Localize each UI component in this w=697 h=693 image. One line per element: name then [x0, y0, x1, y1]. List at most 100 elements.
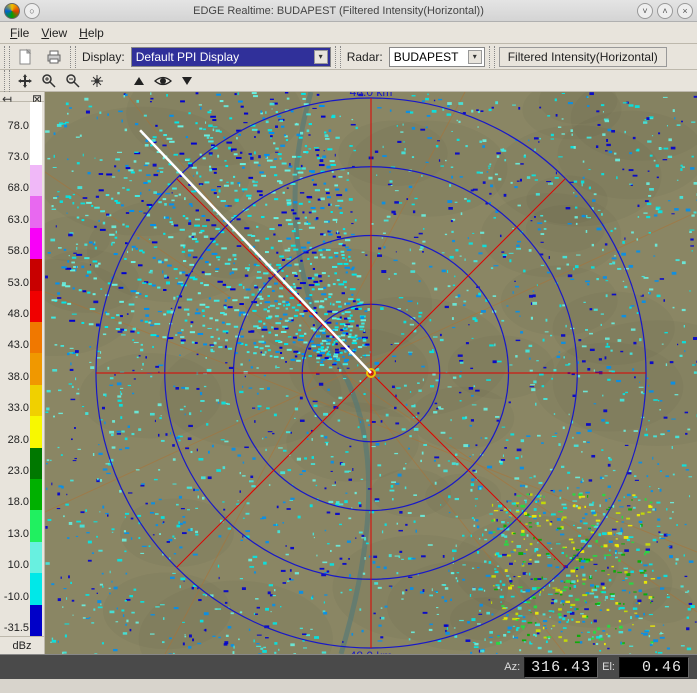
elevation-label: El:: [602, 661, 615, 673]
legend-row: 78.0: [0, 102, 44, 133]
elevation-value: 0.46: [619, 657, 689, 678]
azimuth-label: Az:: [504, 661, 520, 673]
legend-collapse-icon[interactable]: ↤: [2, 92, 12, 101]
radar-dropdown[interactable]: BUDAPEST ▾: [389, 47, 485, 67]
legend-value: 28.0: [0, 434, 30, 448]
app-icon: [4, 3, 20, 19]
legend-row: 18.0: [0, 479, 44, 510]
legend-value: 63.0: [0, 214, 30, 228]
legend-value: 78.0: [0, 120, 30, 134]
legend-close-icon[interactable]: ⊠: [32, 92, 42, 101]
legend-row: 28.0: [0, 416, 44, 447]
legend-row: 33.0: [0, 385, 44, 416]
maximize-button[interactable]: ˄: [657, 3, 673, 19]
legend-value: 18.0: [0, 496, 30, 510]
legend-value: 48.0: [0, 308, 30, 322]
legend-row: -31.5: [0, 605, 44, 636]
toolbar-sep-3: [489, 46, 495, 68]
legend-row: 10.0: [0, 542, 44, 573]
up-triangle-icon[interactable]: [130, 72, 148, 90]
legend-value: 53.0: [0, 277, 30, 291]
svg-text:48.0 km: 48.0 km: [350, 92, 393, 99]
chevron-down-icon: ▾: [468, 50, 482, 64]
legend-swatch: [30, 542, 42, 573]
legend-swatch: [30, 291, 42, 322]
radar-display[interactable]: 48.0 km 48.0 km: [45, 92, 697, 654]
legend-swatch: [30, 448, 42, 479]
legend-swatch: [30, 353, 42, 384]
legend-swatch: [30, 196, 42, 227]
menu-file[interactable]: File: [4, 24, 35, 42]
status-bar: Az: 316.43 El: 0.46: [0, 654, 697, 679]
legend-row: 73.0: [0, 134, 44, 165]
legend-swatch: [30, 165, 42, 196]
legend-row: -10.0: [0, 573, 44, 604]
legend-swatch: [30, 605, 42, 636]
eye-icon[interactable]: [154, 72, 172, 90]
filter-button-label: Filtered Intensity(Horizontal): [508, 50, 658, 64]
legend-swatch: [30, 134, 42, 165]
legend-swatch: [30, 385, 42, 416]
legend-value: -10.0: [0, 591, 30, 605]
display-value: Default PPI Display: [136, 50, 239, 64]
legend-value: 43.0: [0, 339, 30, 353]
toolbar-sep-2: [335, 46, 341, 68]
legend-swatch: [30, 573, 42, 604]
legend-swatch: [30, 510, 42, 541]
legend-value: -31.5: [0, 622, 30, 636]
legend-row: 13.0: [0, 510, 44, 541]
azimuth-value: 316.43: [524, 657, 598, 678]
radar-value: BUDAPEST: [394, 50, 459, 64]
legend-row: 68.0: [0, 165, 44, 196]
zoom-in-icon[interactable]: [40, 72, 58, 90]
legend-swatch: [30, 228, 42, 259]
legend-swatch: [30, 102, 42, 133]
legend-row: 38.0: [0, 353, 44, 384]
display-label: Display:: [80, 50, 127, 64]
new-doc-icon[interactable]: [14, 46, 38, 68]
toolbar-view: [0, 70, 697, 92]
radar-label: Radar:: [345, 50, 385, 64]
zoom-out-icon[interactable]: [64, 72, 82, 90]
legend-row: 23.0: [0, 448, 44, 479]
toolbar-main: Display: Default PPI Display ▾ Radar: BU…: [0, 44, 697, 70]
menu-bar: File View Help: [0, 22, 697, 44]
toolbar-grip: [4, 46, 10, 68]
legend-swatch: [30, 322, 42, 353]
legend-row: 53.0: [0, 259, 44, 290]
legend-row: 43.0: [0, 322, 44, 353]
legend-value: 33.0: [0, 402, 30, 416]
window-titlebar: ○ EDGE Realtime: BUDAPEST (Filtered Inte…: [0, 0, 697, 22]
legend-value: 68.0: [0, 182, 30, 196]
display-dropdown[interactable]: Default PPI Display ▾: [131, 47, 331, 67]
legend-value: 13.0: [0, 528, 30, 542]
legend-swatch: [30, 416, 42, 447]
pan-icon[interactable]: [16, 72, 34, 90]
legend-value: 73.0: [0, 151, 30, 165]
legend-row: 48.0: [0, 291, 44, 322]
minimize-button[interactable]: ˅: [637, 3, 653, 19]
toolbar-sep-1: [70, 46, 76, 68]
filter-button[interactable]: Filtered Intensity(Horizontal): [499, 47, 667, 67]
legend-value: 23.0: [0, 465, 30, 479]
menu-view[interactable]: View: [35, 24, 73, 42]
window-title: EDGE Realtime: BUDAPEST (Filtered Intens…: [40, 5, 637, 17]
legend-row: 58.0: [0, 228, 44, 259]
legend-value: 38.0: [0, 371, 30, 385]
legend-row: 63.0: [0, 196, 44, 227]
svg-text:48.0 km: 48.0 km: [350, 649, 393, 654]
legend-value: 58.0: [0, 245, 30, 259]
window-menu-icon[interactable]: ○: [24, 3, 40, 19]
legend-unit: dBz: [0, 636, 44, 654]
close-button[interactable]: ×: [677, 3, 693, 19]
chevron-down-icon: ▾: [314, 50, 328, 64]
legend-value: 10.0: [0, 559, 30, 573]
print-icon[interactable]: [42, 46, 66, 68]
color-legend: ↤ ⊠ -31.5 -10.0 10.0 13.0 18.0 23.0 28.0 33.0 38…: [0, 92, 45, 654]
menu-help[interactable]: Help: [73, 24, 110, 42]
legend-swatch: [30, 259, 42, 290]
legend-swatch: [30, 479, 42, 510]
toolbar2-grip: [4, 70, 10, 92]
down-triangle-icon[interactable]: [178, 72, 196, 90]
zoom-fit-icon[interactable]: [88, 72, 106, 90]
